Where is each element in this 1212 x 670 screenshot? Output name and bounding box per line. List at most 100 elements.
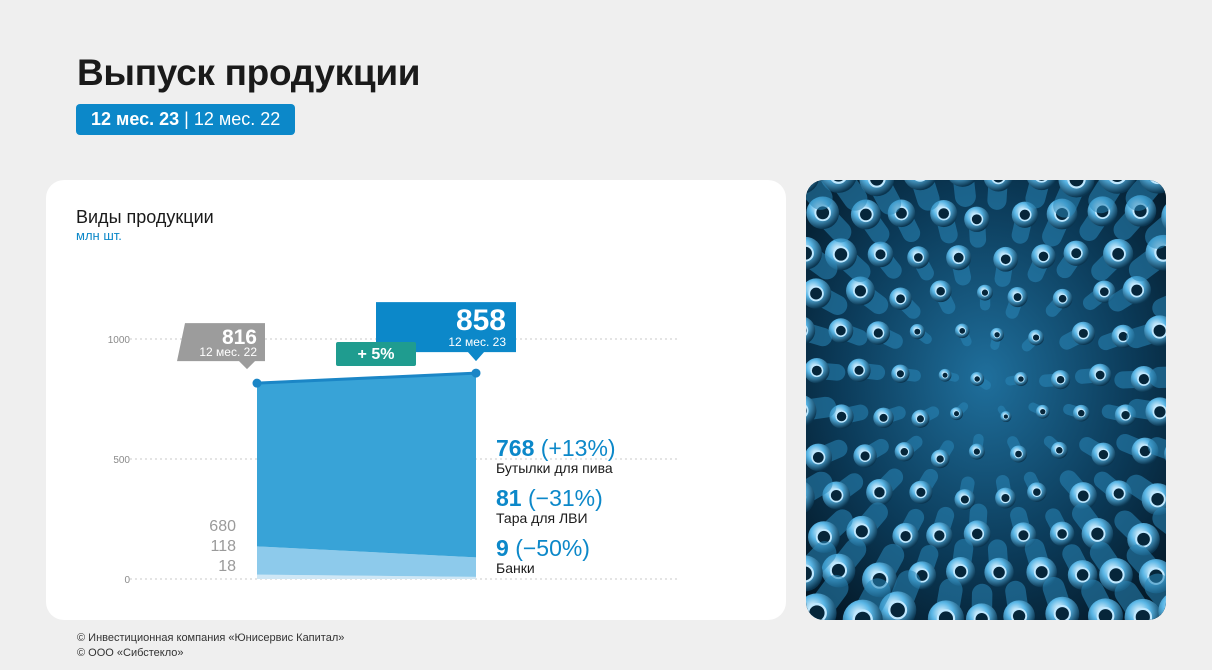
- bottle-opening: [970, 212, 984, 226]
- bottle-opening: [1076, 488, 1091, 503]
- bottle-opening: [1096, 607, 1115, 620]
- bottle-opening: [1003, 413, 1009, 420]
- bottle-opening: [859, 450, 872, 462]
- bottle-opening: [1032, 333, 1041, 342]
- bottle-opening: [1133, 607, 1153, 620]
- bottle-neck: [806, 555, 823, 592]
- bottles-illustration: [806, 180, 1166, 620]
- bottle-opening: [830, 180, 847, 184]
- bottle-opening: [895, 369, 906, 379]
- bottle-opening: [1077, 408, 1086, 418]
- bottle-neck: [904, 180, 936, 191]
- end-label-name-1: Бутылки для пива: [496, 460, 613, 476]
- total-period-previous: 12 мес. 22: [199, 345, 257, 359]
- bottle-opening: [806, 603, 827, 620]
- end-label-change: (−50%): [515, 535, 590, 561]
- footer-copyright-2: © ООО «Сибстекло»: [77, 647, 184, 659]
- bottle-neck: [820, 180, 857, 193]
- bottle-opening: [1089, 525, 1106, 542]
- bottle-opening: [935, 285, 947, 297]
- chart-title: Виды продукции: [76, 207, 214, 227]
- change-badge: [336, 342, 416, 366]
- bottle-opening: [913, 327, 922, 336]
- bottle-opening: [1107, 566, 1125, 584]
- start-label-2: 118: [210, 538, 236, 555]
- chart-card: Виды продукции млн шт. 0 500 1000 816 12 мес…: [46, 180, 786, 620]
- bottle-neck: [806, 482, 815, 513]
- bottle-opening: [1031, 487, 1042, 498]
- bottle-opening: [853, 364, 865, 377]
- total-point-previous: [252, 378, 262, 388]
- bottle-opening: [1129, 282, 1145, 298]
- bottle-body: [1152, 507, 1166, 534]
- bottle-opening: [970, 527, 985, 541]
- bottle-opening: [1151, 322, 1166, 339]
- period-current: 12 мес. 23: [91, 109, 180, 129]
- bottle-opening: [873, 247, 888, 261]
- page-title: Выпуск продукции: [77, 52, 421, 93]
- bottle-opening: [811, 450, 826, 465]
- bottle-opening: [1055, 527, 1069, 541]
- bottle-opening: [806, 180, 810, 184]
- bottle-opening: [1098, 285, 1111, 298]
- bottle-opening: [935, 454, 945, 464]
- bottle-body: [1149, 366, 1166, 389]
- bottle-opening: [932, 528, 947, 543]
- bottle-opening: [1135, 530, 1152, 548]
- bottle-opening: [853, 283, 868, 299]
- period-previous: 12 мес. 22: [193, 109, 281, 129]
- bottle-opening: [1014, 449, 1023, 459]
- bottle-opening: [1017, 375, 1025, 383]
- bottle-neck: [1098, 180, 1136, 194]
- bottle-opening: [834, 324, 848, 337]
- bottle-opening: [980, 288, 990, 297]
- bottle-opening: [858, 206, 874, 223]
- bottle-neck: [806, 236, 822, 270]
- bottle-opening: [808, 285, 824, 302]
- bottle-opening: [1035, 180, 1048, 183]
- bottle-body: [1147, 437, 1166, 460]
- bottle-opening: [999, 252, 1012, 266]
- bottle-opening: [973, 611, 990, 620]
- start-label-3: 18: [218, 558, 236, 575]
- bottle-opening: [952, 251, 966, 265]
- bottle-opening: [1069, 246, 1083, 260]
- bottle-opening: [1149, 491, 1166, 508]
- bottle-opening: [872, 326, 885, 339]
- total-period-current: 12 мес. 23: [448, 335, 506, 349]
- bottle-opening: [1053, 605, 1071, 620]
- glass-bottles-photo: [806, 180, 1166, 620]
- bottle-opening: [953, 564, 969, 580]
- bottle-opening: [1152, 404, 1166, 420]
- change-label: + 5%: [358, 346, 395, 363]
- bottle-opening: [958, 327, 966, 335]
- y-tick-label: 1000: [108, 335, 131, 346]
- bottle-opening: [806, 325, 809, 336]
- bottle-opening: [912, 251, 925, 264]
- area-series-1: [257, 373, 476, 558]
- bottle-opening: [1016, 528, 1031, 542]
- period-separator: |: [184, 109, 189, 129]
- bottle-neck: [1027, 180, 1056, 191]
- bottle-opening: [1110, 246, 1126, 262]
- bottle-neck: [983, 180, 1013, 192]
- bottle-opening: [993, 331, 1001, 339]
- bottle-opening: [1055, 446, 1064, 455]
- bottle-opening: [832, 246, 850, 263]
- total-label-previous: 816: [222, 326, 257, 349]
- bottle-opening: [1094, 369, 1106, 381]
- bottle-opening: [972, 447, 981, 456]
- bottle-opening: [806, 564, 815, 583]
- chart-unit: млн шт.: [76, 228, 122, 243]
- bottle-opening: [914, 180, 926, 182]
- bottle-opening: [936, 206, 951, 221]
- bottle-opening: [1018, 208, 1032, 222]
- total-point-current: [471, 368, 481, 378]
- bottle-neck: [1164, 446, 1166, 461]
- area-series-2: [257, 546, 476, 577]
- bottle-neck: [949, 180, 976, 187]
- bottle-opening: [991, 564, 1007, 580]
- end-label-3: 9 (−50%): [496, 535, 590, 561]
- period-badge: 12 мес. 23 | 12 мес. 22: [76, 104, 296, 135]
- bottle-opening: [810, 364, 824, 378]
